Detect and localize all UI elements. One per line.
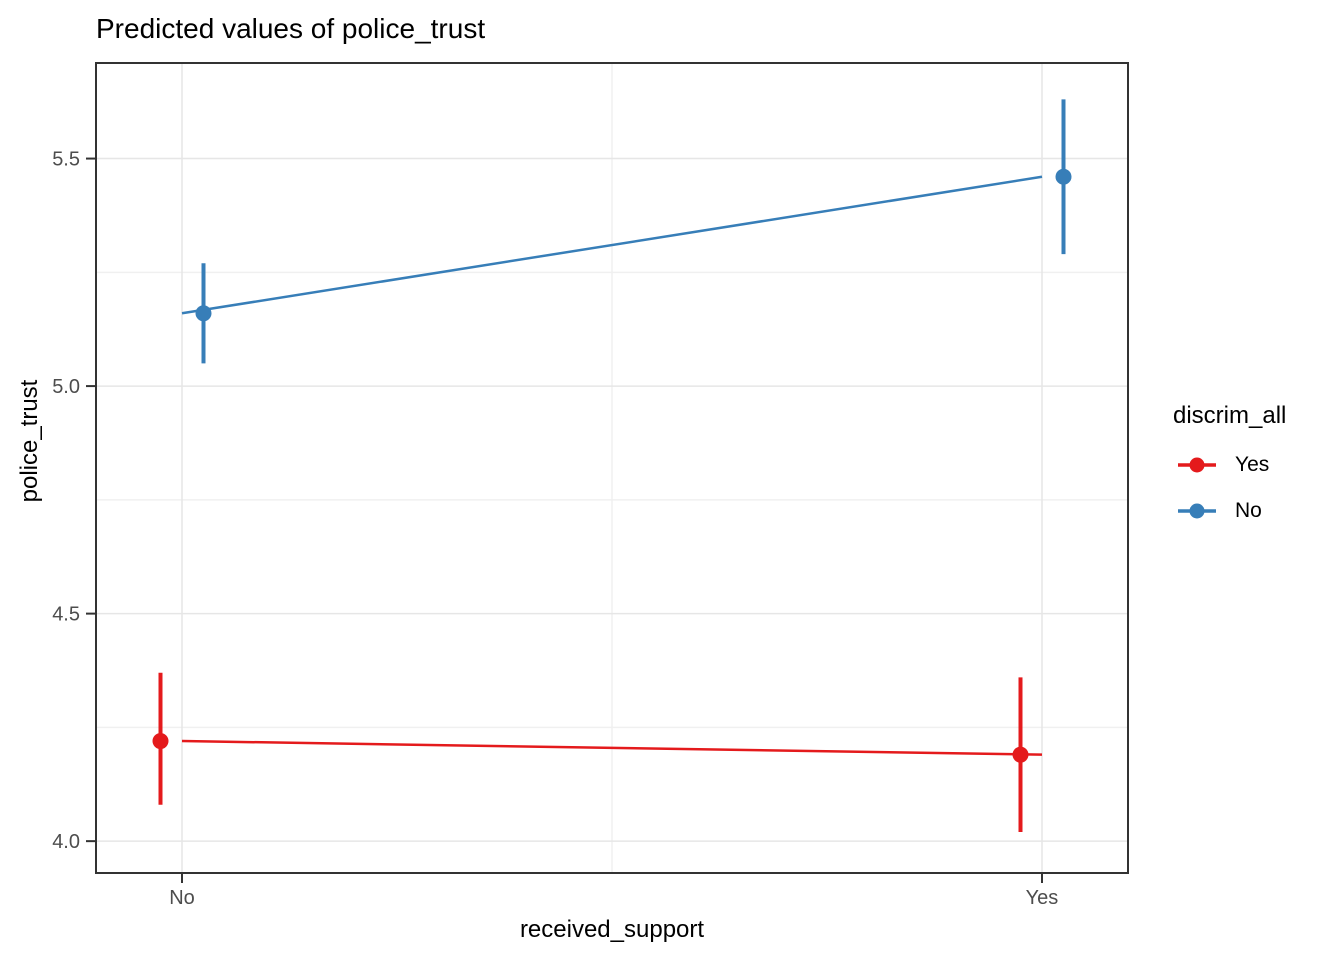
- x-axis-title: received_support: [519, 916, 705, 943]
- legend-key-point: [1189, 503, 1205, 519]
- data-point-no-no: [195, 305, 212, 322]
- y-tick-label: 5.5: [52, 149, 80, 171]
- chart-title: Predicted values of police_trust: [96, 13, 486, 44]
- y-tick-label: 4.0: [52, 831, 80, 853]
- legend-key-icon-no: [1178, 503, 1216, 519]
- trend-line-yes: [181, 739, 1043, 756]
- legend-item-yes: Yes: [1173, 442, 1286, 488]
- legend-key-icon-yes: [1178, 457, 1216, 473]
- y-tick-label: 4.5: [52, 604, 80, 626]
- legend-title: discrim_all: [1173, 402, 1287, 429]
- data-point-no-yes: [1055, 168, 1072, 185]
- data-point-yes-no: [152, 733, 169, 750]
- data-point-yes-yes: [1012, 746, 1029, 763]
- legend-item-label: Yes: [1235, 453, 1270, 476]
- legend-key-point: [1189, 457, 1205, 473]
- legend-items: Yes No: [1173, 442, 1286, 534]
- legend: discrim_all Yes No: [1173, 402, 1286, 534]
- x-tick-label: Yes: [1026, 887, 1059, 909]
- legend-item-no: No: [1173, 488, 1286, 534]
- x-tick-label: No: [169, 887, 195, 909]
- trend-line-no: [181, 175, 1043, 315]
- legend-item-label: No: [1235, 499, 1262, 522]
- panel-border: [95, 62, 1129, 874]
- y-tick-label: 5.0: [52, 376, 80, 398]
